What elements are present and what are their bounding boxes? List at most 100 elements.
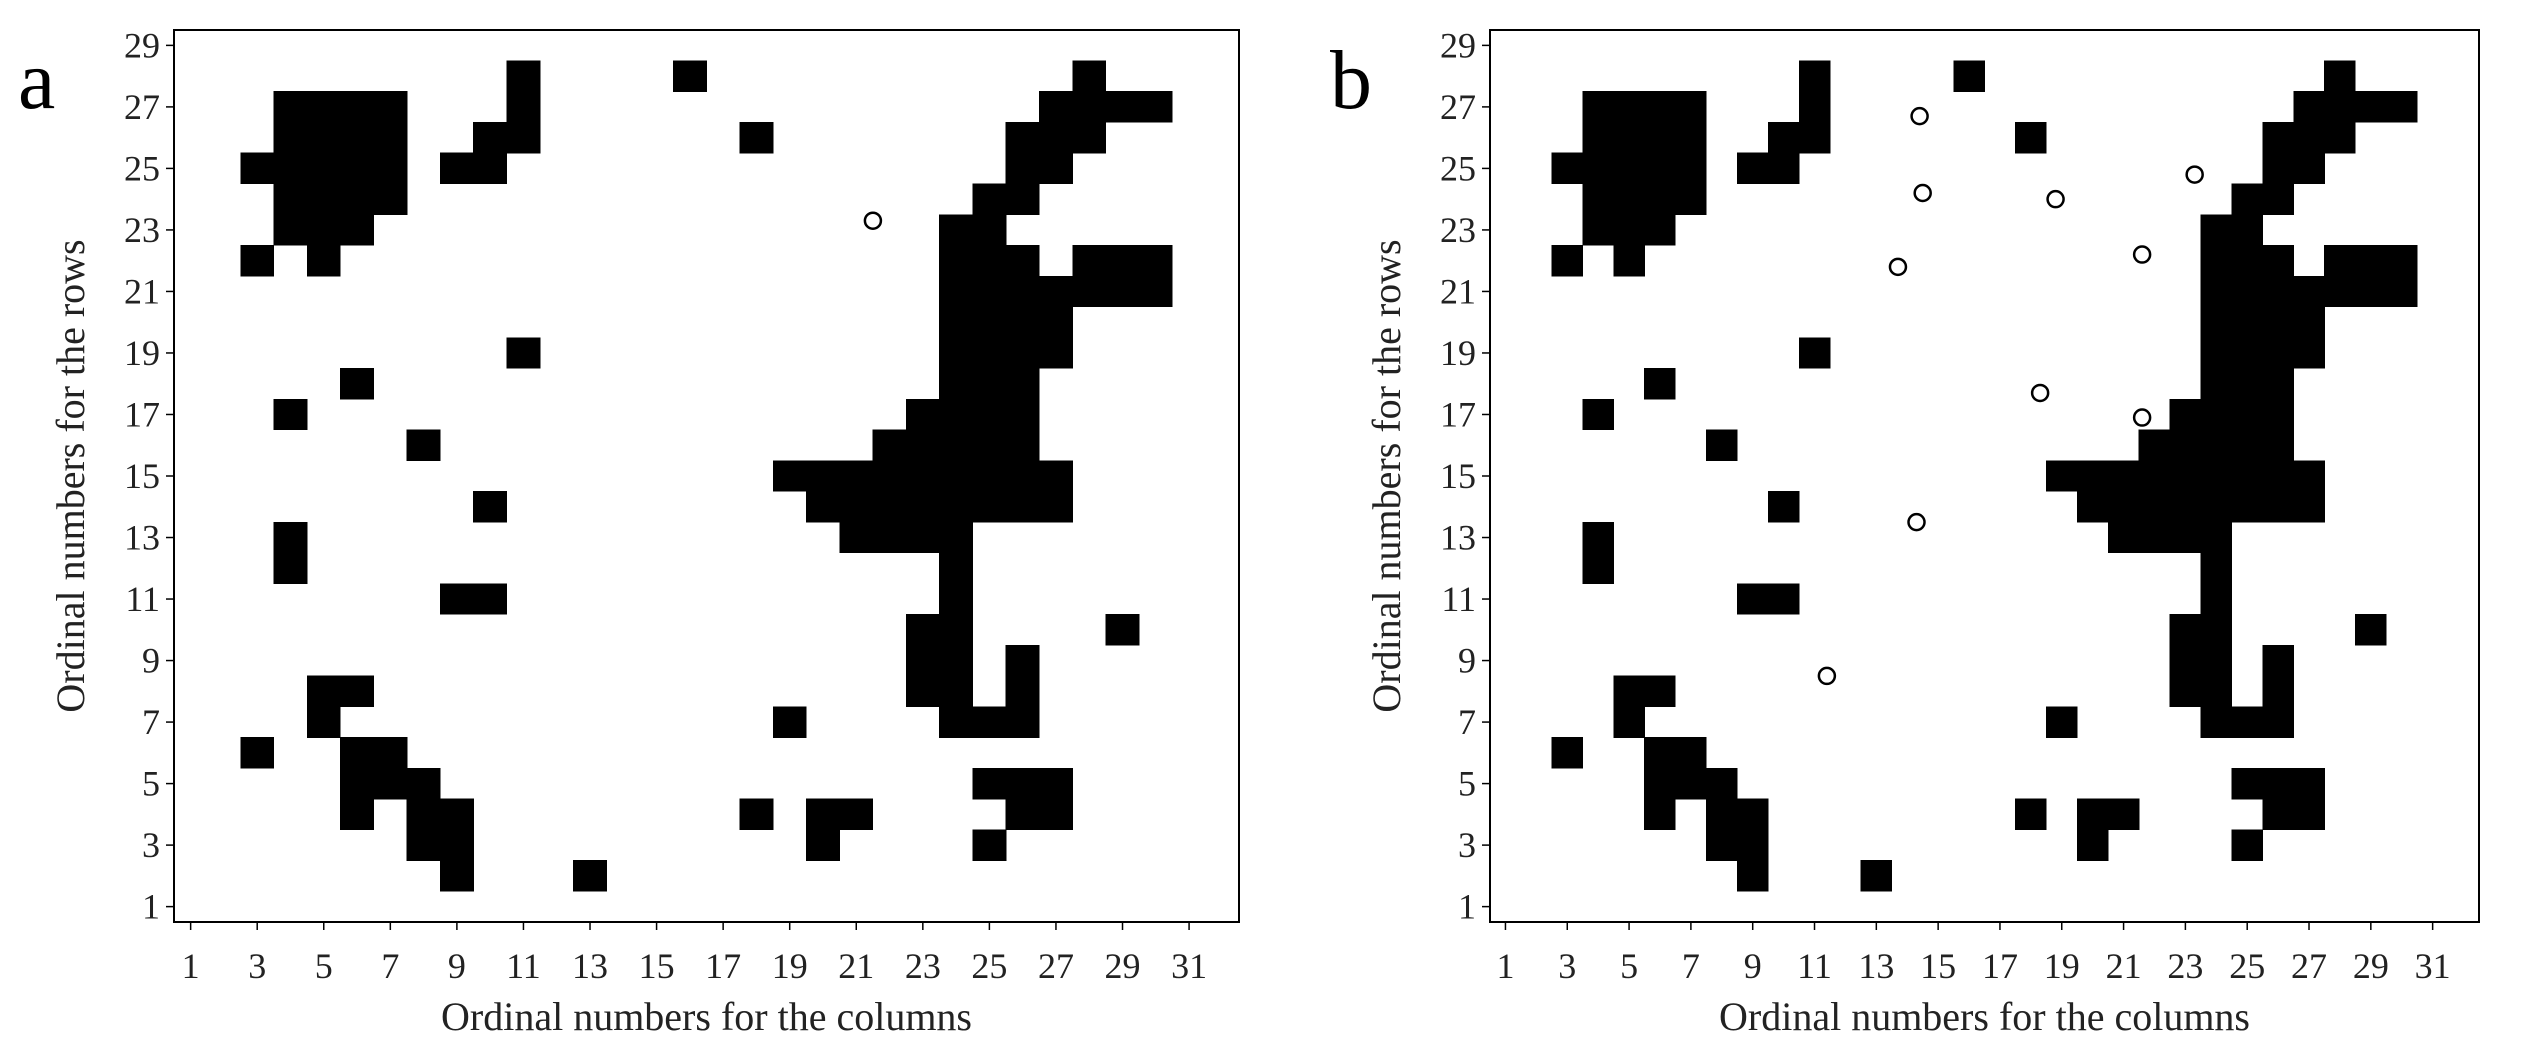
cell-r27-c28	[1072, 91, 1107, 123]
cell-r22-c24	[939, 245, 974, 277]
cell-r7-c5	[1613, 706, 1645, 738]
x-tick-label: 29	[1105, 946, 1141, 986]
cell-r22-c30	[1138, 245, 1173, 277]
y-tick-label: 11	[125, 579, 160, 619]
cell-r7-c19	[772, 706, 807, 738]
cell-r20-c27	[1039, 306, 1073, 338]
cell-r16-c22	[872, 429, 907, 461]
cell-r8-c5	[306, 675, 341, 707]
x-tick-label: 11	[1797, 946, 1832, 986]
cell-r26-c11	[1798, 121, 1831, 154]
cell-r16-c25	[2231, 429, 2263, 461]
cell-r26-c5	[306, 121, 341, 154]
cell-r24-c25	[2231, 183, 2263, 215]
cell-r15-c24	[2200, 460, 2233, 492]
cell-r25-c10	[473, 152, 508, 185]
cell-r16-c23	[2169, 429, 2202, 461]
x-tick-label: 13	[1858, 946, 1894, 986]
point-10	[1817, 666, 1837, 686]
cell-r7-c24	[939, 706, 974, 738]
cell-r6-c7	[1675, 737, 1707, 769]
y-tick-label: 21	[1440, 271, 1476, 311]
cell-r17-c23	[2169, 398, 2202, 431]
cell-r15-c23	[905, 460, 940, 492]
cell-r19-c26	[1005, 337, 1040, 369]
x-tick-label: 11	[506, 946, 541, 986]
cell-r25-c5	[306, 152, 341, 185]
cell-r25-c27	[2293, 152, 2325, 185]
cell-r25-c10	[1767, 152, 1800, 185]
x-tick-label: 9	[448, 946, 466, 986]
cell-r18-c24	[2200, 368, 2233, 400]
cell-r24-c4	[1582, 183, 1614, 215]
cell-r12-c4	[1582, 552, 1614, 584]
cell-r27-c5	[306, 91, 341, 123]
cell-r21-c27	[1039, 275, 1073, 308]
y-tick-label: 13	[124, 518, 160, 558]
cell-r25-c3	[1551, 152, 1584, 185]
panel-b: 1 3 5 7 9 11 13 15 17 19 21 23 25 27 29 311357911131517…	[1330, 25, 2480, 1039]
cell-r26-c10	[1767, 121, 1800, 154]
cell-r7-c24	[2200, 706, 2233, 738]
cell-r25-c6	[340, 152, 374, 185]
cell-r20-c26	[2262, 306, 2294, 338]
cell-r27-c6	[1644, 91, 1676, 123]
cell-r23-c5	[1613, 214, 1645, 246]
cell-r24-c25	[972, 183, 1007, 215]
cell-r27-c30	[2385, 91, 2418, 123]
x-tick-label: 25	[971, 946, 1007, 986]
point-8	[2132, 408, 2152, 427]
cell-r14-c24	[2200, 491, 2233, 523]
cell-r14-c22	[872, 491, 907, 523]
cell-r15-c21	[2107, 460, 2140, 492]
cell-r24-c26	[2262, 183, 2294, 215]
cell-r26-c4	[273, 121, 308, 154]
cell-r19-c25	[2231, 337, 2263, 369]
cell-r5-c6	[1644, 767, 1676, 800]
x-tick-label: 7	[381, 946, 399, 986]
cell-r5-c25	[2231, 767, 2263, 800]
cell-r23-c25	[2231, 214, 2263, 246]
cell-r17-c25	[2231, 398, 2263, 431]
cell-r28-c28	[1072, 60, 1107, 92]
cell-r25-c5	[1613, 152, 1645, 185]
cell-r17-c26	[1005, 398, 1040, 431]
cell-r19-c26	[2262, 337, 2294, 369]
cell-r16-c24	[939, 429, 974, 461]
cell-r13-c21	[839, 521, 874, 554]
cell-r23-c4	[1582, 214, 1614, 246]
point-5	[1888, 257, 1908, 277]
cell-r18-c25	[2231, 368, 2263, 400]
cell-r15-c19	[772, 460, 807, 492]
cell-r26-c26	[2262, 121, 2294, 154]
cell-r27-c29	[2355, 91, 2387, 123]
y-tick-label: 23	[1440, 210, 1476, 250]
cell-r10-c24	[2200, 614, 2233, 646]
cell-r23-c5	[306, 214, 341, 246]
cell-r3-c25	[2231, 829, 2263, 861]
panel-a: 1 3 5 7 9 11 13 15 17 19 21 23 25 27 29 311357911131517…	[18, 25, 1240, 1039]
cell-r17-c24	[2200, 398, 2233, 431]
cell-r27-c27	[2293, 91, 2325, 123]
cell-r19-c27	[2293, 337, 2325, 369]
cell-r4-c21	[839, 798, 874, 831]
cell-r4-c6	[340, 798, 374, 831]
cell-r11-c10	[1767, 583, 1800, 615]
cell-r26-c28	[1072, 121, 1107, 154]
cell-r10-c23	[905, 614, 940, 646]
cell-r15-c22	[2138, 460, 2171, 492]
cell-r16-c26	[2262, 429, 2294, 461]
cell-r15-c19	[2046, 460, 2078, 492]
cell-r4-c20	[806, 798, 840, 831]
cell-r5-c8	[1706, 767, 1738, 800]
y-tick-label: 21	[124, 271, 160, 311]
y-tick-label: 9	[1458, 641, 1476, 681]
cell-r15-c27	[2293, 460, 2325, 492]
cell-r22-c5	[306, 245, 341, 277]
cell-r8-c23	[2169, 675, 2202, 707]
cell-r25-c3	[240, 152, 275, 185]
cell-r13-c24	[2200, 521, 2233, 554]
cell-r21-c28	[1072, 275, 1107, 308]
cell-r14-c27	[2293, 491, 2325, 523]
cell-r21-c30	[2385, 275, 2418, 308]
